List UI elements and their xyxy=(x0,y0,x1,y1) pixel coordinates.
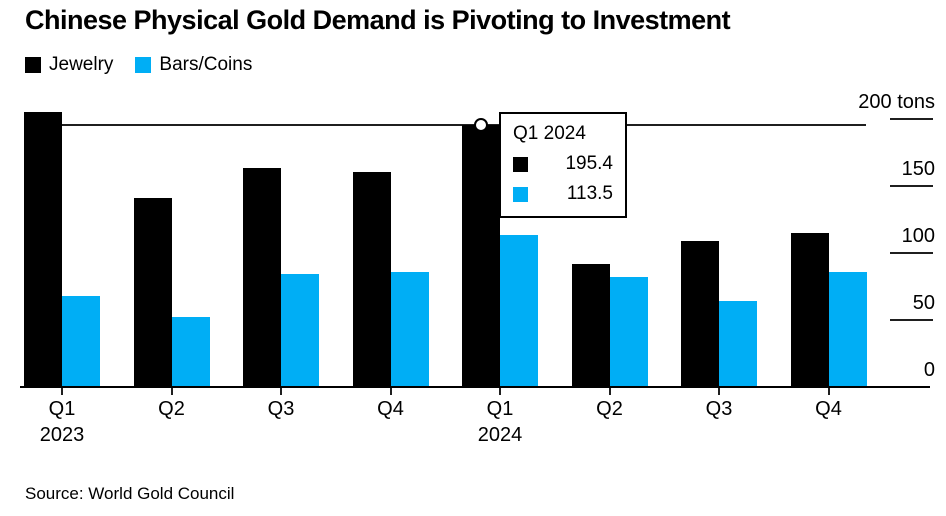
x-axis-year-label: 2024 xyxy=(477,424,523,446)
x-axis-quarter-label: Q2 xyxy=(596,398,623,420)
x-axis-quarter-label: Q4 xyxy=(815,398,842,420)
legend: Jewelry Bars/Coins xyxy=(25,54,252,76)
tooltip-bars-coins-swatch-icon xyxy=(513,186,528,202)
x-axis-quarter-label: Q4 xyxy=(377,398,404,420)
tooltip-bars-coins-value: 113.5 xyxy=(566,183,613,204)
x-axis-baseline xyxy=(20,386,930,388)
bar-jewelry-q1-2024[interactable] xyxy=(462,125,500,387)
x-axis-quarter-label: Q1 xyxy=(486,398,514,420)
x-axis-tick-q1-2024 xyxy=(499,388,501,395)
jewelry-swatch-icon xyxy=(25,57,41,73)
bar-bars-coins-q3-2024[interactable] xyxy=(719,301,757,387)
tooltip-title: Q1 2024 xyxy=(513,123,586,144)
bar-bars-coins-q2-2023[interactable] xyxy=(171,317,210,387)
x-axis-label-q2-2024: Q2 xyxy=(568,396,652,422)
x-axis-tick-q3-2023 xyxy=(280,388,282,395)
y-axis-tick-150 xyxy=(890,184,933,187)
bar-jewelry-q2-2024[interactable] xyxy=(571,263,610,387)
x-axis-quarter-label: Q3 xyxy=(267,398,295,420)
legend-item-bars-coins: Bars/Coins xyxy=(135,54,252,76)
y-axis-label-100: 100 xyxy=(901,224,935,247)
x-axis-quarter-label: Q3 xyxy=(705,398,733,420)
x-axis-quarter-label: Q1 xyxy=(48,398,76,420)
y-axis-label-150: 150 xyxy=(901,157,935,180)
bar-jewelry-q2-2023[interactable] xyxy=(133,197,172,387)
plot-area: Q1 2023 Q2 Q3 Q4 Q1 2024 Q2 Q3 Q4 200 tons 150 100 50… xyxy=(20,90,935,448)
y-axis-tick-50 xyxy=(890,318,933,321)
x-axis-tick-q2-2023 xyxy=(170,388,173,395)
bar-bars-coins-q4-2023[interactable] xyxy=(390,271,429,387)
y-axis-tick-100 xyxy=(890,251,933,254)
bar-bars-coins-q1-2024[interactable] xyxy=(500,234,538,387)
tooltip-row-bars-coins: 113.5 xyxy=(513,183,613,205)
tooltip: Q1 2024 195.4 113.5 xyxy=(499,112,627,218)
crosshair-line xyxy=(24,124,866,126)
y-axis-label-50: 50 xyxy=(912,291,935,314)
x-axis-label-q4-2023: Q4 xyxy=(349,396,433,422)
x-axis-tick-q4-2024 xyxy=(827,388,830,395)
x-axis-label-q1-2023: Q1 2023 xyxy=(20,396,104,448)
bar-bars-coins-q3-2023[interactable] xyxy=(281,274,319,387)
highlight-marker-circle xyxy=(474,118,488,132)
legend-label-bars-coins: Bars/Coins xyxy=(159,54,253,75)
bars-coins-swatch-icon xyxy=(135,57,152,73)
x-axis-label-q2-2023: Q2 xyxy=(130,396,214,422)
x-axis-quarter-label: Q2 xyxy=(158,398,185,420)
bar-jewelry-q3-2023[interactable] xyxy=(243,168,281,387)
legend-label-jewelry: Jewelry xyxy=(49,54,114,75)
x-axis-tick-q3-2024 xyxy=(718,388,720,395)
page-title: Chinese Physical Gold Demand is Pivoting… xyxy=(25,5,731,35)
bar-bars-coins-q2-2024[interactable] xyxy=(609,277,648,387)
bar-bars-coins-q1-2023[interactable] xyxy=(62,295,100,387)
x-axis-label-q3-2023: Q3 xyxy=(239,396,323,422)
y-axis-label-0: 0 xyxy=(923,359,935,381)
y-axis-label-200: 200 tons xyxy=(858,90,935,113)
tooltip-row-jewelry: 195.4 xyxy=(513,153,613,175)
source-attribution: Source: World Gold Council xyxy=(25,484,235,503)
x-axis-label-q4-2024: Q4 xyxy=(787,396,871,422)
x-axis-tick-q2-2024 xyxy=(608,388,611,395)
tooltip-jewelry-swatch-icon xyxy=(513,156,528,172)
x-axis-label-q3-2024: Q3 xyxy=(677,396,761,422)
bar-jewelry-q4-2024[interactable] xyxy=(790,232,829,387)
x-axis-label-q1-2024: Q1 2024 xyxy=(458,396,542,448)
bar-jewelry-q4-2023[interactable] xyxy=(352,172,391,387)
x-axis-year-label: 2023 xyxy=(39,424,85,446)
bar-bars-coins-q4-2024[interactable] xyxy=(828,271,867,387)
legend-item-jewelry: Jewelry xyxy=(25,54,113,76)
bar-jewelry-q3-2024[interactable] xyxy=(681,240,719,387)
bar-jewelry-q1-2023[interactable] xyxy=(24,112,62,387)
x-axis-tick-q4-2023 xyxy=(389,388,392,395)
y-axis-tick-200 xyxy=(890,117,933,120)
tooltip-jewelry-value: 195.4 xyxy=(565,153,613,174)
x-axis-tick-q1-2023 xyxy=(61,388,63,395)
